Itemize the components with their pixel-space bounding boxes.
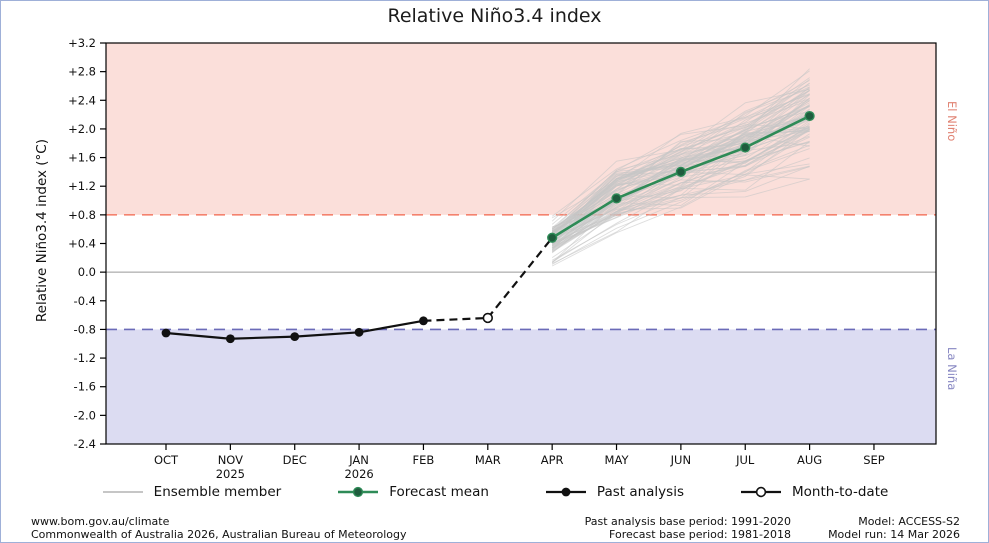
svg-text:NOV: NOV	[218, 453, 243, 467]
svg-text:+0.8: +0.8	[68, 208, 96, 222]
svg-text:-2.4: -2.4	[74, 437, 96, 451]
legend-item-ensemble: Ensemble member	[101, 484, 282, 500]
svg-text:OCT: OCT	[154, 453, 179, 467]
footer-website: www.bom.gov.au/climate	[31, 515, 170, 528]
nino-plot: +3.2 +2.8 +2.4 +2.0 +1.6 +1.2 +0.8 +0.4 0.0 -0.4 -…	[68, 36, 937, 479]
footer-model-run: Model run: 14 Mar 2026	[828, 528, 960, 541]
el-nino-region-label: El Niño	[945, 101, 959, 142]
svg-text:2026: 2026	[344, 467, 373, 479]
ensemble-line-icon	[102, 491, 143, 493]
legend-item-forecast: Forecast mean	[336, 484, 489, 500]
footer-base-periods: Past analysis base period: 1991-2020 For…	[585, 515, 791, 541]
footer-copyright: Commonwealth of Australia 2026, Australi…	[31, 528, 407, 541]
past-analysis-icon	[545, 487, 586, 497]
legend-item-month-to-date: Month-to-date	[739, 484, 888, 500]
svg-text:AUG: AUG	[797, 453, 822, 467]
svg-text:JUN: JUN	[670, 453, 691, 467]
svg-text:JAN: JAN	[348, 453, 369, 467]
footer-model: Model: ACCESS-S2	[858, 515, 960, 528]
forecast-mean-icon	[338, 486, 379, 498]
legend-label-month-to-date: Month-to-date	[792, 484, 889, 500]
footer-source: www.bom.gov.au/climate Commonwealth of A…	[31, 515, 406, 541]
svg-text:MAR: MAR	[475, 453, 501, 467]
svg-text:-0.4: -0.4	[74, 294, 96, 308]
svg-text:-1.2: -1.2	[74, 351, 96, 365]
svg-text:+2.0: +2.0	[68, 122, 96, 136]
svg-text:+1.2: +1.2	[68, 179, 96, 193]
footer-past-base-period: Past analysis base period: 1991-2020	[584, 515, 791, 528]
svg-text:0.0: 0.0	[78, 265, 96, 279]
legend-item-past: Past analysis	[544, 484, 684, 500]
footer-model-info: Model: ACCESS-S2 Model run: 14 Mar 2026	[828, 515, 960, 541]
svg-text:APR: APR	[541, 453, 564, 467]
svg-text:+2.4: +2.4	[68, 93, 96, 107]
legend-label-ensemble: Ensemble member	[153, 484, 282, 500]
svg-text:MAY: MAY	[605, 453, 630, 467]
footer-forecast-base-period: Forecast base period: 1981-2018	[609, 528, 791, 541]
svg-text:+3.2: +3.2	[68, 36, 96, 50]
svg-text:2025: 2025	[216, 467, 245, 479]
month-to-date-icon	[741, 486, 781, 498]
y-axis-label: Relative Niño3.4 index (°C)	[34, 139, 50, 323]
svg-text:-2.0: -2.0	[74, 408, 96, 422]
chart-legend: Ensemble member Forecast mean Past analy…	[1, 484, 988, 500]
svg-text:+0.4: +0.4	[68, 237, 96, 251]
chart-title: Relative Niño3.4 index	[387, 5, 602, 27]
svg-text:+2.8: +2.8	[68, 65, 96, 79]
svg-text:+1.6: +1.6	[68, 151, 96, 165]
svg-text:FEB: FEB	[413, 453, 435, 467]
svg-text:-0.8: -0.8	[74, 322, 96, 336]
la-nina-region-label: La Niña	[945, 347, 959, 391]
legend-label-forecast: Forecast mean	[389, 484, 489, 500]
svg-text:DEC: DEC	[283, 453, 307, 467]
svg-text:-1.6: -1.6	[74, 380, 96, 394]
svg-text:JUL: JUL	[735, 453, 755, 467]
svg-text:SEP: SEP	[863, 453, 885, 467]
legend-label-past: Past analysis	[596, 484, 684, 500]
